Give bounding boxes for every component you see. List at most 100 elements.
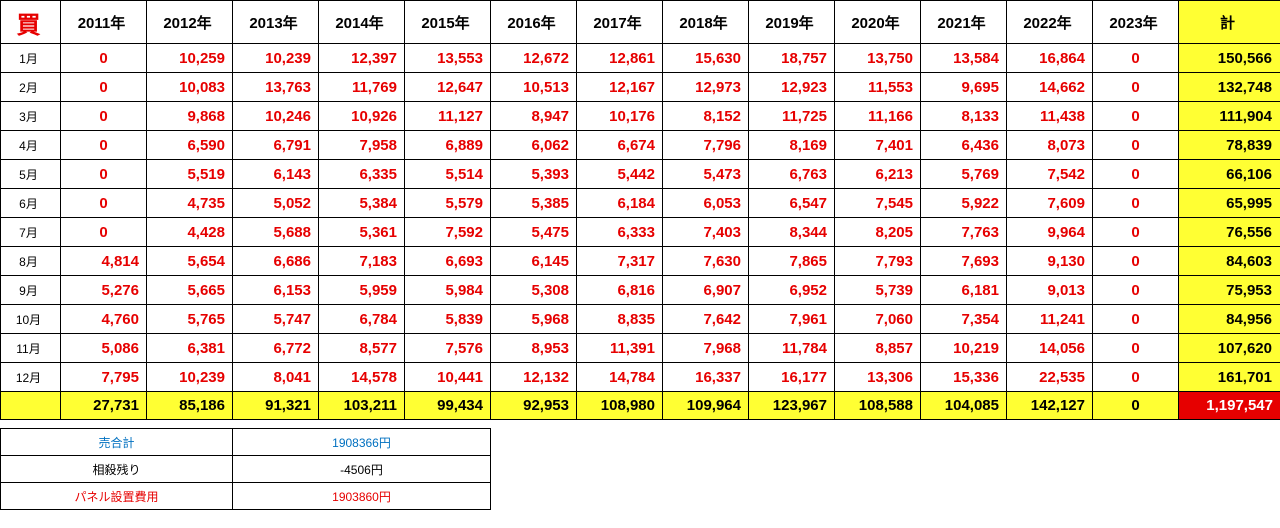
value-cell: 7,542	[1006, 159, 1093, 189]
year-header: 2020年	[834, 0, 921, 44]
value-cell: 7,592	[404, 217, 491, 247]
value-cell: 5,839	[404, 304, 491, 334]
year-total-cell: 92,953	[490, 391, 577, 420]
value-cell: 13,584	[920, 43, 1007, 73]
value-cell: 0	[60, 43, 147, 73]
value-cell: 15,336	[920, 362, 1007, 392]
value-cell: 6,784	[318, 304, 405, 334]
value-cell: 0	[1092, 333, 1179, 363]
value-cell: 14,662	[1006, 72, 1093, 102]
value-cell: 6,053	[662, 188, 749, 218]
summary-value: 1903860円	[232, 482, 491, 510]
value-cell: 5,393	[490, 159, 577, 189]
value-cell: 5,473	[662, 159, 749, 189]
value-cell: 8,947	[490, 101, 577, 131]
value-cell: 0	[1092, 188, 1179, 218]
value-cell: 0	[60, 188, 147, 218]
month-row: 11月 5,086 6,381 6,772 8,577 7,576 8,953 11,391 7…	[0, 333, 1280, 363]
month-total-cell: 111,904	[1178, 101, 1280, 131]
summary-label: パネル設置費用	[0, 482, 233, 510]
value-cell: 10,246	[232, 101, 319, 131]
value-cell: 12,647	[404, 72, 491, 102]
year-total-cell: 123,967	[748, 391, 835, 420]
year-total-cell: 85,186	[146, 391, 233, 420]
value-cell: 6,889	[404, 130, 491, 160]
value-cell: 5,519	[146, 159, 233, 189]
value-cell: 5,765	[146, 304, 233, 334]
value-cell: 7,183	[318, 246, 405, 276]
month-label: 5月	[0, 159, 61, 189]
value-cell: 7,968	[662, 333, 749, 363]
value-cell: 5,769	[920, 159, 1007, 189]
value-cell: 5,276	[60, 275, 147, 305]
value-cell: 0	[1092, 130, 1179, 160]
value-cell: 5,052	[232, 188, 319, 218]
value-cell: 0	[1092, 217, 1179, 247]
year-header: 2021年	[920, 0, 1007, 44]
value-cell: 7,958	[318, 130, 405, 160]
summary-value: -4506円	[232, 455, 491, 483]
value-cell: 9,964	[1006, 217, 1093, 247]
value-cell: 5,514	[404, 159, 491, 189]
value-cell: 6,693	[404, 246, 491, 276]
value-cell: 6,145	[490, 246, 577, 276]
value-cell: 11,553	[834, 72, 921, 102]
value-cell: 12,672	[490, 43, 577, 73]
value-cell: 0	[1092, 72, 1179, 102]
value-cell: 7,796	[662, 130, 749, 160]
value-cell: 5,086	[60, 333, 147, 363]
value-cell: 6,686	[232, 246, 319, 276]
value-cell: 4,735	[146, 188, 233, 218]
value-cell: 6,181	[920, 275, 1007, 305]
month-row: 4月 0 6,590 6,791 7,958 6,889 6,062 6,674 7,796 8,…	[0, 130, 1280, 160]
value-cell: 5,308	[490, 275, 577, 305]
value-cell: 0	[60, 130, 147, 160]
month-label: 8月	[0, 246, 61, 276]
month-row: 10月 4,760 5,765 5,747 6,784 5,839 5,968 8,835 7,…	[0, 304, 1280, 334]
value-cell: 11,725	[748, 101, 835, 131]
value-cell: 0	[1092, 246, 1179, 276]
value-cell: 11,127	[404, 101, 491, 131]
value-cell: 12,861	[576, 43, 663, 73]
value-cell: 5,984	[404, 275, 491, 305]
value-cell: 6,791	[232, 130, 319, 160]
value-cell: 5,665	[146, 275, 233, 305]
value-cell: 11,769	[318, 72, 405, 102]
value-cell: 8,041	[232, 362, 319, 392]
month-row: 3月 0 9,868 10,246 10,926 11,127 8,947 10,176 8,1…	[0, 101, 1280, 131]
value-cell: 7,354	[920, 304, 1007, 334]
month-total-cell: 76,556	[1178, 217, 1280, 247]
value-cell: 7,317	[576, 246, 663, 276]
value-cell: 16,177	[748, 362, 835, 392]
year-header: 2011年	[60, 0, 147, 44]
value-cell: 11,166	[834, 101, 921, 131]
month-row: 9月 5,276 5,665 6,153 5,959 5,984 5,308 6,816 6,9…	[0, 275, 1280, 305]
month-label: 4月	[0, 130, 61, 160]
month-label: 6月	[0, 188, 61, 218]
value-cell: 13,306	[834, 362, 921, 392]
value-cell: 5,747	[232, 304, 319, 334]
year-total-cell: 142,127	[1006, 391, 1093, 420]
summary-row: パネル設置費用 1903860円	[0, 482, 491, 510]
year-header: 2017年	[576, 0, 663, 44]
year-total-label-cell	[0, 391, 61, 420]
value-cell: 5,739	[834, 275, 921, 305]
month-total-cell: 161,701	[1178, 362, 1280, 392]
value-cell: 7,545	[834, 188, 921, 218]
year-header: 2013年	[232, 0, 319, 44]
value-cell: 13,553	[404, 43, 491, 73]
summary-label: 売合計	[0, 428, 233, 456]
year-total-cell: 0	[1092, 391, 1179, 420]
value-cell: 12,923	[748, 72, 835, 102]
value-cell: 11,391	[576, 333, 663, 363]
value-cell: 7,642	[662, 304, 749, 334]
value-cell: 0	[1092, 275, 1179, 305]
value-cell: 8,205	[834, 217, 921, 247]
value-cell: 14,056	[1006, 333, 1093, 363]
value-cell: 5,688	[232, 217, 319, 247]
value-cell: 11,241	[1006, 304, 1093, 334]
year-total-cell: 91,321	[232, 391, 319, 420]
value-cell: 7,060	[834, 304, 921, 334]
value-cell: 7,795	[60, 362, 147, 392]
value-cell: 8,953	[490, 333, 577, 363]
